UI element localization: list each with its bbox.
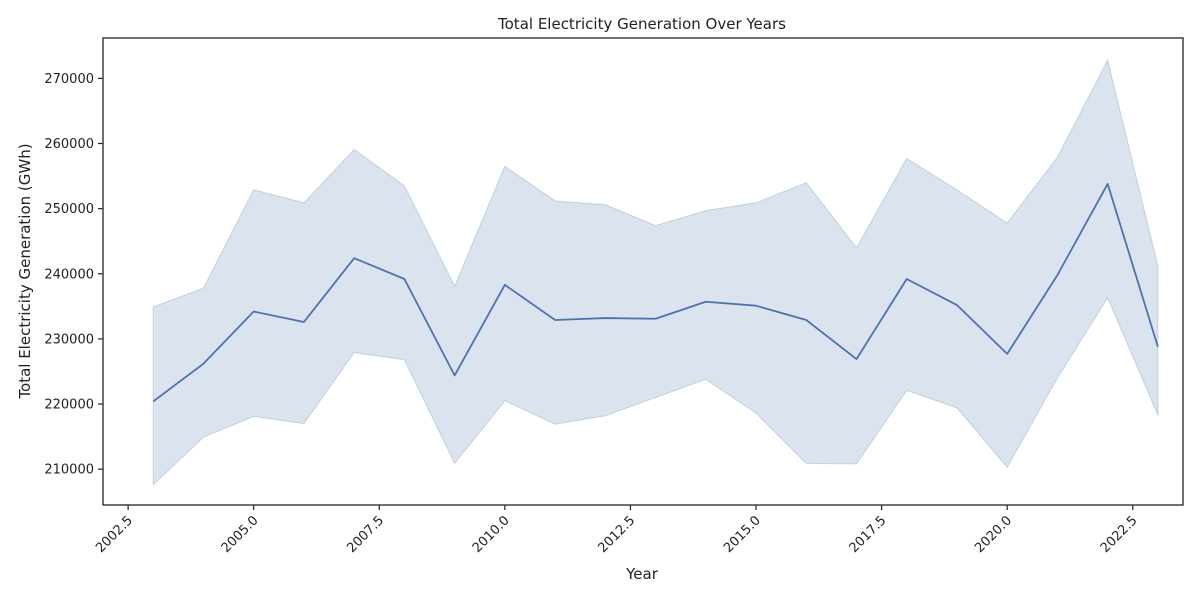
x-tick-label: 2012.5 (595, 513, 638, 556)
y-axis-ticks: 210000 220000 230000 240000 250000 260000 2700… (44, 72, 103, 478)
y-tick-label: 240000 (44, 267, 94, 282)
y-tick-label: 250000 (44, 202, 94, 217)
x-tick-label: 2022.5 (1098, 513, 1141, 556)
y-tick-label: 230000 (44, 332, 94, 347)
y-tick-label: 210000 (44, 463, 94, 478)
x-tick-label: 2002.5 (93, 513, 136, 556)
x-tick-label: 2007.5 (344, 513, 387, 556)
chart-title: Total Electricity Generation Over Years (497, 15, 786, 33)
x-axis-label: Year (625, 565, 659, 583)
x-tick-label: 2015.0 (721, 513, 764, 556)
x-tick-label: 2017.5 (847, 513, 890, 556)
plot-area (152, 58, 1159, 486)
y-tick-label: 270000 (44, 72, 94, 87)
series-line (152, 182, 1159, 403)
x-tick-label: 2020.0 (972, 513, 1015, 556)
x-axis-ticks: 2002.5 2005.0 2007.5 2010.0 2012.5 2015.0 2017… (93, 505, 1141, 556)
confidence-band (152, 58, 1159, 486)
y-axis-label: Total Electricity Generation (GWh) (16, 143, 34, 399)
x-tick-label: 2005.0 (219, 513, 262, 556)
x-tick-label: 2010.0 (470, 513, 513, 556)
y-tick-label: 220000 (44, 398, 94, 413)
plot-frame (102, 37, 1184, 506)
y-tick-label: 260000 (44, 137, 94, 152)
